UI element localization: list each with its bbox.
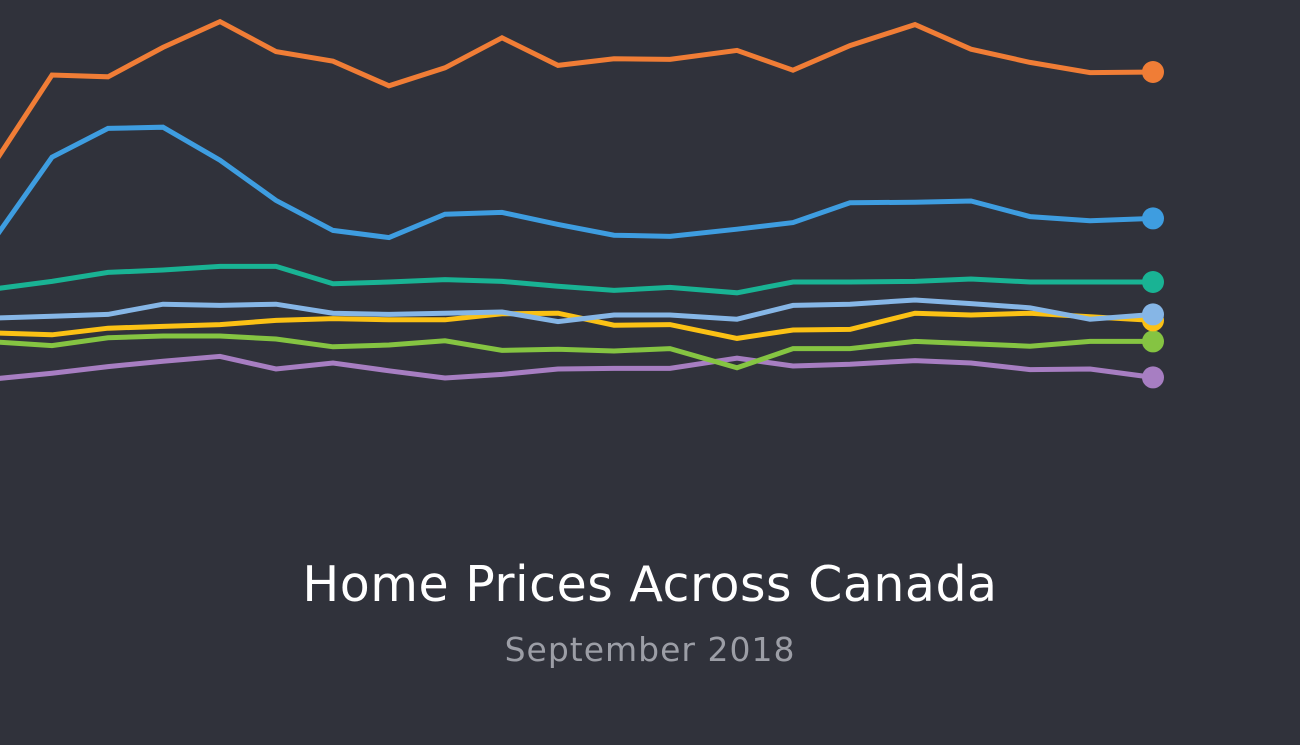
series-line-7 [0,353,1154,381]
series-line-6 [0,333,1153,371]
series-end-marker-2 [1142,207,1164,230]
series-line-3 [0,263,1153,296]
series-end-marker-6 [1142,330,1164,353]
series-line-1 [0,18,1154,159]
series-end-marker-7 [1142,366,1164,389]
series-line-4 [0,297,1154,325]
series-line-2 [0,124,1154,241]
chart-subtitle: September 2018 [504,630,796,669]
series-end-marker-1 [1142,61,1164,83]
series-end-marker-4 [1142,303,1164,326]
series-end-marker-3 [1142,271,1164,293]
series-line-5 [0,310,1154,341]
chart-title: Home Prices Across Canada [302,556,998,613]
